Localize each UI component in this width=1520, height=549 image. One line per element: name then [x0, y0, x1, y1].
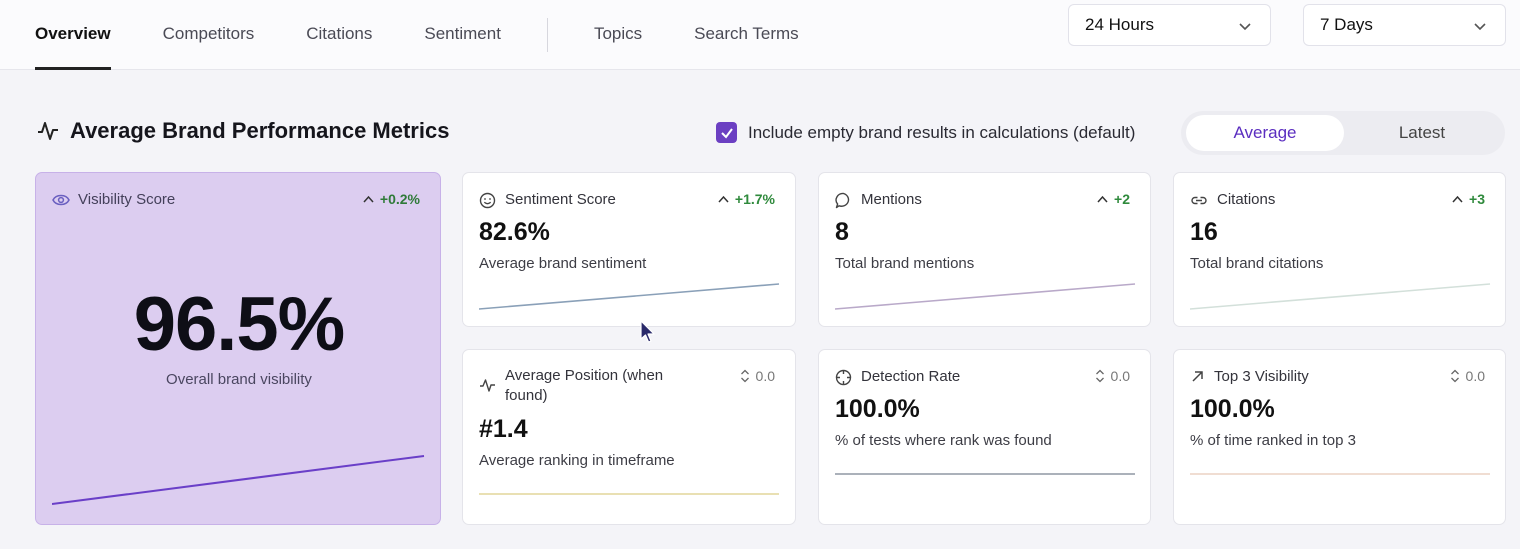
sentiment-value: 82.6%: [479, 218, 550, 246]
tab-search-terms[interactable]: Search Terms: [694, 24, 799, 43]
citations-card[interactable]: Citations +3 16 Total brand citations: [1173, 172, 1506, 327]
average-position-delta-text: 0.0: [755, 368, 775, 384]
mentions-card[interactable]: Mentions +2 8 Total brand mentions: [818, 172, 1151, 327]
average-latest-toggle: Average Latest: [1181, 111, 1505, 155]
detection-rate-card[interactable]: Detection Rate 0.0 100.0% % of tests whe…: [818, 349, 1151, 525]
average-position-sub: Average ranking in timeframe: [479, 452, 675, 469]
chevron-up-down-icon: [1095, 369, 1104, 383]
mentions-delta: +2: [1097, 191, 1130, 207]
sentiment-sparkline: [479, 283, 780, 310]
detection-rate-label: Detection Rate: [835, 368, 960, 386]
mouse-cursor-icon: [640, 320, 655, 343]
mentions-label-text: Mentions: [861, 191, 922, 208]
tab-competitors[interactable]: Competitors: [162, 24, 255, 43]
section-title: Average Brand Performance Metrics: [36, 118, 449, 144]
tab-topics[interactable]: Topics: [593, 24, 643, 43]
mentions-delta-text: +2: [1114, 191, 1130, 207]
detection-rate-delta: 0.0: [1095, 368, 1130, 384]
top3-visibility-label: Top 3 Visibility: [1190, 368, 1309, 385]
mentions-value: 8: [835, 218, 849, 246]
top-bar: Overview Competitors Citations Sentiment…: [0, 0, 1520, 70]
pulse-icon: [38, 122, 58, 140]
visibility-delta-text: +0.2%: [379, 191, 420, 207]
citations-label-text: Citations: [1217, 191, 1276, 208]
citations-delta-text: +3: [1469, 191, 1485, 207]
range-select-value: 7 Days: [1320, 15, 1373, 34]
visibility-sparkline: [52, 455, 425, 505]
visibility-label-text: Visibility Score: [78, 191, 176, 208]
citations-delta: +3: [1452, 191, 1485, 207]
top3-visibility-delta-text: 0.0: [1465, 368, 1485, 384]
detection-rate-sparkline: [835, 473, 1135, 475]
citations-sparkline: [1190, 283, 1491, 310]
range-select[interactable]: 7 Days: [1303, 4, 1506, 46]
sentiment-label: Sentiment Score: [479, 191, 616, 209]
average-position-sparkline: [479, 493, 779, 495]
citations-sub: Total brand citations: [1190, 255, 1324, 272]
eye-icon: [52, 194, 70, 205]
tab-divider: [546, 18, 548, 52]
visibility-label: Visibility Score: [52, 191, 175, 208]
tab-citations[interactable]: Citations: [306, 24, 373, 43]
detection-rate-sub: % of tests where rank was found: [835, 432, 1052, 449]
visibility-value: 96.5%: [133, 282, 346, 367]
mentions-label: Mentions: [835, 191, 922, 209]
top3-visibility-sparkline: [1190, 473, 1490, 475]
average-position-label-text: Average Position (when found): [505, 367, 664, 404]
citations-value: 16: [1190, 218, 1218, 246]
visibility-score-card[interactable]: Visibility Score +0.2% 96.5% Overall bra…: [35, 172, 441, 525]
tab-sentiment[interactable]: Sentiment: [424, 24, 501, 43]
tab-bar: Overview Competitors Citations Sentiment…: [35, 0, 851, 70]
mentions-sparkline: [835, 283, 1136, 310]
check-icon: [720, 127, 733, 139]
include-empty-label: Include empty brand results in calculati…: [748, 122, 1136, 142]
detection-rate-value: 100.0%: [835, 395, 920, 423]
average-position-card[interactable]: Average Position (when found) 0.0 #1.4 A…: [462, 349, 796, 525]
sentiment-label-text: Sentiment Score: [505, 191, 616, 208]
top3-visibility-delta: 0.0: [1450, 368, 1485, 384]
chevron-up-down-icon: [740, 369, 749, 383]
interval-select[interactable]: 24 Hours: [1068, 4, 1271, 46]
sentiment-card[interactable]: Sentiment Score +1.7% 82.6% Average bran…: [462, 172, 796, 327]
sentiment-sub: Average brand sentiment: [479, 255, 647, 272]
visibility-delta: +0.2%: [363, 191, 420, 207]
top3-visibility-card[interactable]: Top 3 Visibility 0.0 100.0% % of time ra…: [1173, 349, 1506, 525]
mentions-sub: Total brand mentions: [835, 255, 975, 272]
smile-icon: [479, 192, 496, 209]
tab-overview[interactable]: Overview: [35, 0, 111, 70]
pulse-icon: [480, 379, 495, 392]
link-icon: [1191, 196, 1207, 205]
toggle-latest[interactable]: Latest: [1398, 123, 1446, 142]
top3-visibility-value: 100.0%: [1190, 395, 1275, 423]
average-position-label: Average Position (when found): [479, 366, 699, 406]
detection-rate-delta-text: 0.0: [1110, 368, 1130, 384]
chevron-up-icon: [1452, 195, 1463, 203]
average-position-delta: 0.0: [740, 368, 775, 384]
arrow-up-right-icon: [1192, 371, 1203, 382]
sentiment-delta: +1.7%: [718, 191, 775, 207]
chat-icon: [835, 192, 850, 209]
section-title-text: Average Brand Performance Metrics: [70, 118, 450, 143]
sentiment-delta-text: +1.7%: [734, 191, 775, 207]
chevron-up-icon: [363, 195, 374, 203]
chevron-down-icon: [1239, 23, 1251, 31]
top3-visibility-sub: % of time ranked in top 3: [1190, 432, 1356, 449]
top3-visibility-label-text: Top 3 Visibility: [1214, 368, 1309, 385]
detection-rate-label-text: Detection Rate: [861, 368, 961, 385]
include-empty-checkbox[interactable]: [716, 122, 737, 143]
interval-select-value: 24 Hours: [1085, 15, 1154, 34]
include-empty-option[interactable]: Include empty brand results in calculati…: [716, 122, 1135, 143]
chevron-up-icon: [718, 195, 729, 203]
crosshair-icon: [835, 369, 852, 386]
toggle-average[interactable]: Average: [1186, 115, 1344, 151]
chevron-up-icon: [1097, 195, 1108, 203]
chevron-down-icon: [1474, 23, 1486, 31]
chevron-up-down-icon: [1450, 369, 1459, 383]
average-position-value: #1.4: [479, 415, 528, 443]
citations-label: Citations: [1190, 191, 1275, 209]
visibility-sub: Overall brand visibility: [166, 371, 312, 388]
